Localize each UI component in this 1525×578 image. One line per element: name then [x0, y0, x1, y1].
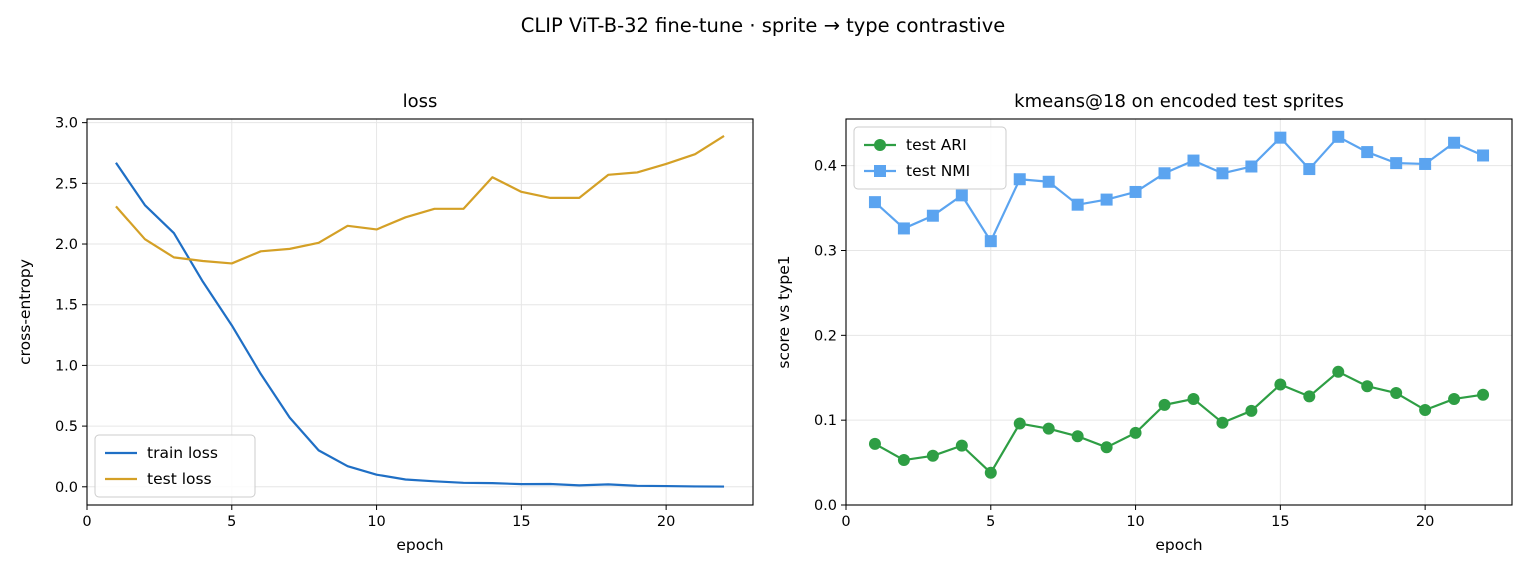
kmeans-legend-marker-0: [874, 139, 886, 151]
loss-ylabel: cross-entropy: [16, 259, 34, 365]
kmeans-series-0-point-13: [1245, 404, 1258, 417]
loss-axes-frame: [86, 118, 754, 506]
loss-series-0: [115, 162, 725, 488]
kmeans-series-0-point-7: [1071, 430, 1084, 443]
kmeans-series-1-point-7: [1071, 198, 1084, 211]
kmeans-title: kmeans@18 on encoded test sprites: [1014, 91, 1344, 112]
kmeans-ytick-label-0: 0.0: [814, 498, 837, 514]
kmeans-series-1-line: [874, 135, 1484, 243]
kmeans-series-1-point-4: [984, 235, 997, 248]
kmeans-series-1-point-2: [926, 209, 939, 222]
kmeans-series-1-point-6: [1042, 175, 1055, 188]
kmeans-series-1-point-1: [897, 222, 910, 235]
kmeans-legend: test ARI test NMI: [853, 126, 1007, 190]
kmeans-series-0-point-0: [868, 437, 881, 450]
loss-series-1-line: [115, 135, 725, 265]
kmeans-series-0-point-10: [1158, 398, 1171, 411]
kmeans-series-0-point-6: [1042, 422, 1055, 435]
kmeans-series-0-point-11: [1187, 392, 1200, 405]
loss-xtick-label-1: 5: [227, 514, 236, 530]
kmeans-series-1-point-3: [955, 189, 968, 202]
loss-ytick-label-0: 0.0: [55, 480, 78, 496]
kmeans-ytick-label-4: 0.4: [814, 159, 837, 175]
kmeans-series-1-point-13: [1245, 160, 1258, 173]
kmeans-series-1-point-17: [1361, 146, 1374, 159]
kmeans-legend-box: [853, 126, 1007, 190]
kmeans-series-0-point-20: [1448, 392, 1461, 405]
loss-title: loss: [403, 91, 438, 112]
loss-xtick-label-0: 0: [82, 514, 91, 530]
kmeans-series-0-point-16: [1332, 365, 1345, 378]
kmeans-xtick-label-1: 5: [986, 514, 995, 530]
kmeans-series-0-point-17: [1361, 380, 1374, 393]
kmeans-series-0-point-19: [1419, 403, 1432, 416]
loss-legend: train loss test loss: [94, 434, 256, 498]
kmeans-ytick-label-3: 0.3: [814, 243, 837, 259]
kmeans-ytick-label-2: 0.2: [814, 328, 837, 344]
kmeans-series-1-point-9: [1129, 185, 1142, 198]
kmeans-series-1-point-0: [868, 196, 881, 209]
loss-series-0-line: [115, 162, 725, 488]
kmeans-series-0-point-4: [984, 466, 997, 479]
loss-ytick-label-3: 1.5: [55, 298, 78, 314]
kmeans-xtick-label-0: 0: [841, 514, 850, 530]
kmeans-series-0-point-9: [1129, 426, 1142, 439]
kmeans-series-1-point-20: [1448, 136, 1461, 149]
kmeans-axes-frame: [845, 118, 1513, 506]
kmeans-series-1-point-11: [1187, 154, 1200, 167]
loss-panel: 0 5 10 15 20 0.0 0.5 1.0 1.5 2.0 2.5 3.0 loss epoch cr…: [16, 91, 754, 554]
kmeans-series-0-point-21: [1477, 388, 1490, 401]
kmeans-series-1-point-14: [1274, 131, 1287, 144]
kmeans-legend-marker-1: [874, 165, 886, 177]
kmeans-series-0-point-1: [897, 454, 910, 467]
loss-ytick-label-5: 2.5: [55, 176, 78, 192]
kmeans-series-1-point-16: [1332, 130, 1345, 143]
kmeans-series-1-point-8: [1100, 193, 1113, 206]
kmeans-series-0-point-8: [1100, 441, 1113, 454]
figure-suptitle: CLIP ViT-B-32 fine-tune · sprite → type …: [521, 14, 1006, 37]
kmeans-series-0-point-3: [955, 439, 968, 452]
kmeans-series-1-point-12: [1216, 167, 1229, 180]
kmeans-series-1-point-10: [1158, 167, 1171, 180]
kmeans-series-1-point-18: [1390, 157, 1403, 170]
kmeans-xtick-label-3: 15: [1271, 514, 1289, 530]
loss-xtick-label-3: 15: [512, 514, 530, 530]
kmeans-legend-label-0: test ARI: [906, 136, 967, 154]
loss-series-1: [115, 135, 725, 265]
loss-ytick-label-4: 2.0: [55, 237, 78, 253]
loss-xtick-label-2: 10: [367, 514, 385, 530]
kmeans-ylabel: score vs type1: [775, 255, 793, 368]
kmeans-panel: 0 5 10 15 20 0.0 0.1 0.2 0.3 0.4 kmeans@18 on enco…: [775, 91, 1513, 554]
kmeans-series-0-point-12: [1216, 416, 1229, 429]
kmeans-series-0-point-14: [1274, 378, 1287, 391]
kmeans-ytick-label-1: 0.1: [814, 413, 837, 429]
kmeans-series-0-point-15: [1303, 390, 1316, 403]
kmeans-series-0-point-2: [926, 449, 939, 462]
kmeans-xtick-label-4: 20: [1416, 514, 1434, 530]
kmeans-series-1-point-21: [1477, 149, 1490, 162]
kmeans-series-1-point-15: [1303, 163, 1316, 176]
loss-ytick-label-6: 3.0: [55, 116, 78, 132]
kmeans-series-1-point-19: [1419, 157, 1432, 170]
loss-ytick-label-2: 1.0: [55, 358, 78, 374]
kmeans-xtick-label-2: 10: [1126, 514, 1144, 530]
kmeans-legend-label-1: test NMI: [906, 162, 970, 180]
kmeans-xlabel: epoch: [1155, 536, 1202, 554]
kmeans-series-0-line: [874, 370, 1484, 474]
loss-legend-label-0: train loss: [147, 444, 218, 462]
loss-legend-label-1: test loss: [147, 470, 212, 488]
kmeans-series-0: [868, 365, 1490, 479]
loss-xtick-label-4: 20: [657, 514, 675, 530]
loss-legend-box: [94, 434, 256, 498]
loss-ytick-label-1: 0.5: [55, 419, 78, 435]
kmeans-series-1-point-5: [1013, 173, 1026, 186]
kmeans-series-0-point-5: [1013, 417, 1026, 430]
kmeans-series-0-point-18: [1390, 387, 1403, 400]
loss-xlabel: epoch: [396, 536, 443, 554]
kmeans-series-1: [868, 130, 1490, 248]
